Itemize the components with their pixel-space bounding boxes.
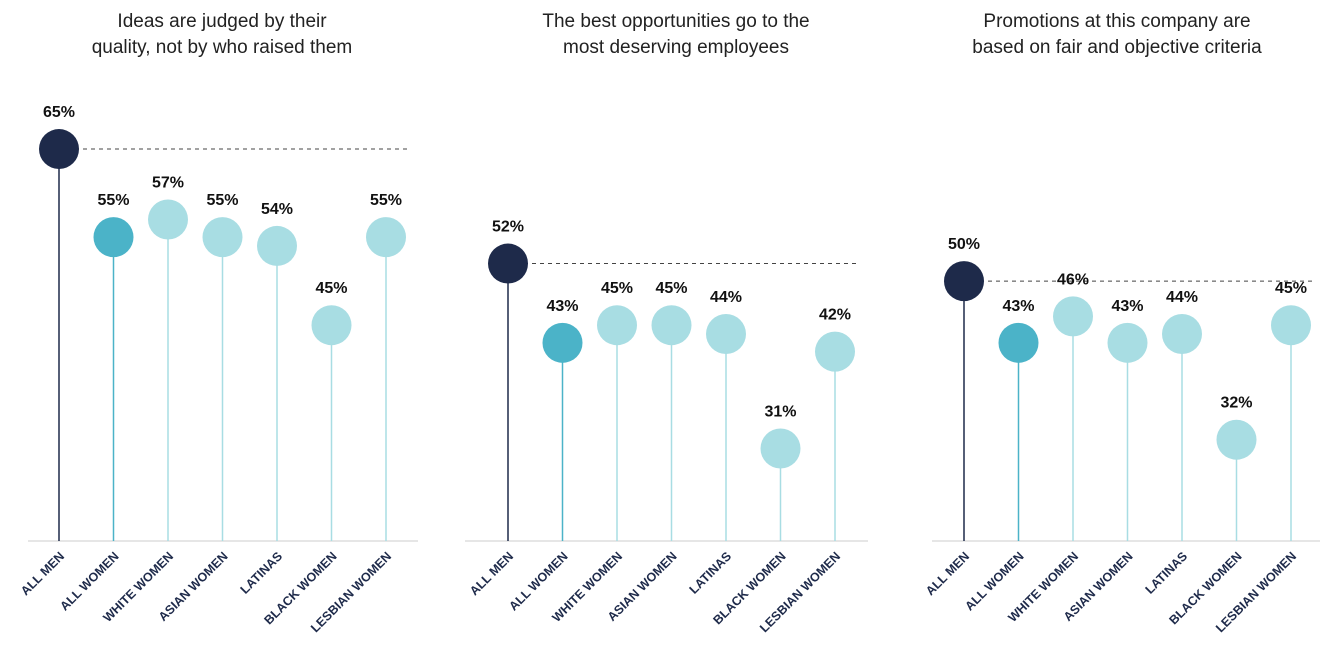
dot [706,314,746,355]
dot [257,225,297,266]
chart-title: The best opportunities go to the [542,11,809,32]
value-label: 45% [601,280,633,297]
dot [815,331,855,372]
dot [760,428,801,469]
dot [148,199,188,240]
value-label: 45% [315,280,347,297]
value-label: 32% [1220,395,1252,412]
dot [651,305,692,346]
value-label: 31% [764,404,796,421]
x-tick-label: ALL MEN [18,549,67,598]
chart-title: based on fair and objective criteria [972,37,1262,58]
dot [202,217,243,258]
dot [93,217,134,258]
value-label: 55% [370,192,402,209]
dot [998,322,1039,363]
dot [488,243,528,284]
x-tick-label: LATINAS [1143,549,1191,597]
dot [1053,296,1093,337]
value-label: 44% [1166,289,1198,306]
chart-title: quality, not by who raised them [92,37,353,58]
x-tick-label: LATINAS [687,549,735,597]
x-tick-label: ALL MEN [923,549,972,598]
value-label: 43% [546,298,578,315]
dot [1162,314,1202,355]
x-tick-label: LATINAS [238,549,286,597]
chart-title: Ideas are judged by their [117,11,327,32]
chart-title: Promotions at this company are [983,11,1250,32]
value-label: 57% [152,175,184,192]
value-label: 42% [819,307,851,324]
dot [366,217,406,258]
value-label: 44% [710,289,742,306]
dot [1107,322,1148,363]
x-tick-label: ALL MEN [467,549,516,598]
dot [311,305,352,346]
dot [542,322,583,363]
value-label: 46% [1057,271,1089,288]
dot [39,129,79,170]
dot [944,261,984,302]
value-label: 43% [1111,298,1143,315]
value-label: 45% [1275,280,1307,297]
value-label: 65% [43,104,75,121]
value-label: 55% [97,192,129,209]
chart-title: most deserving employees [563,37,789,58]
value-label: 43% [1002,298,1034,315]
dot [1216,419,1257,460]
dot [1271,305,1311,346]
value-label: 55% [206,192,238,209]
value-label: 45% [655,280,687,297]
value-label: 52% [492,219,524,236]
value-label: 50% [948,236,980,253]
dot [597,305,637,346]
value-label: 54% [261,201,293,218]
